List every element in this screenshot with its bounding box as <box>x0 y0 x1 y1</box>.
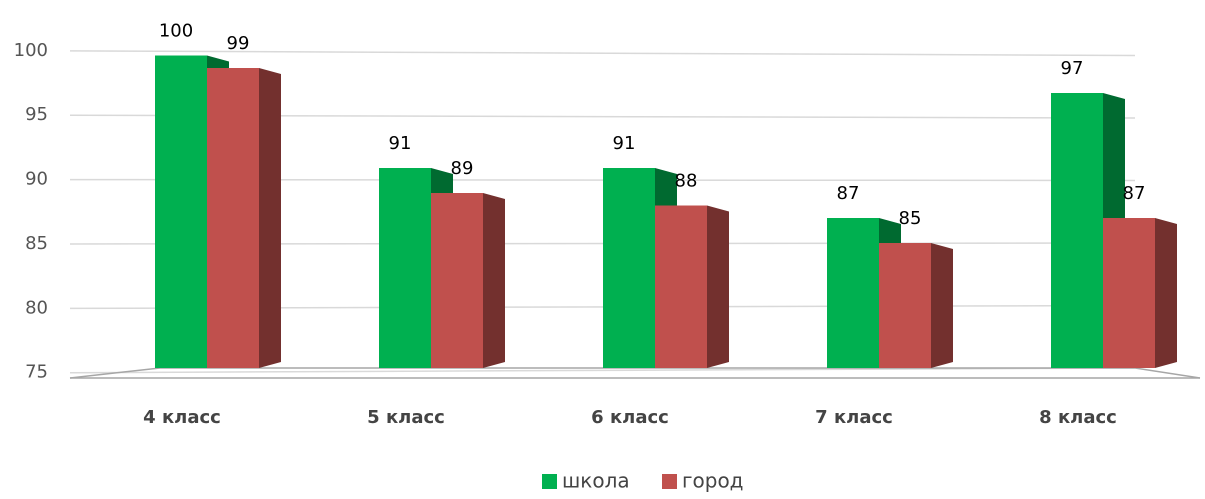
grid-line <box>69 367 1136 374</box>
bar <box>1103 218 1155 368</box>
x-tick-label: 6 класс <box>591 407 669 428</box>
y-tick-label: 85 <box>25 233 48 254</box>
x-tick-label: 7 класс <box>815 407 893 428</box>
bar <box>655 205 707 368</box>
y-tick-label: 100 <box>14 40 48 61</box>
value-label: 100 <box>159 21 193 42</box>
bar <box>1051 93 1103 368</box>
bar <box>155 55 207 368</box>
grid-line <box>69 50 1136 57</box>
bar <box>431 193 483 368</box>
bar <box>207 68 259 368</box>
bar-side <box>483 193 505 368</box>
value-label: 87 <box>1123 183 1146 204</box>
bar <box>603 168 655 368</box>
legend-swatch <box>662 474 677 489</box>
bar-side <box>931 243 953 368</box>
bar <box>379 168 431 368</box>
value-label: 97 <box>1061 58 1084 79</box>
y-tick-label: 95 <box>25 104 48 125</box>
value-label: 91 <box>389 133 412 154</box>
value-label: 89 <box>451 158 474 179</box>
bar <box>879 243 931 368</box>
legend-label: школа <box>562 469 630 493</box>
x-tick-label: 5 класс <box>367 407 445 428</box>
x-tick-label: 8 класс <box>1039 407 1117 428</box>
y-tick-label: 80 <box>25 297 48 318</box>
legend-label: город <box>682 469 744 493</box>
value-label: 88 <box>675 171 698 192</box>
bar <box>827 218 879 368</box>
value-label: 85 <box>899 208 922 229</box>
value-label: 91 <box>613 133 636 154</box>
bar-side <box>1155 218 1177 368</box>
legend-swatch <box>542 474 557 489</box>
bar-side <box>259 68 281 368</box>
y-tick-label: 75 <box>25 362 48 383</box>
y-tick-label: 90 <box>25 169 48 190</box>
x-tick-label: 4 класс <box>143 407 221 428</box>
value-label: 99 <box>227 33 250 54</box>
value-label: 87 <box>837 183 860 204</box>
bar-side <box>707 205 729 368</box>
